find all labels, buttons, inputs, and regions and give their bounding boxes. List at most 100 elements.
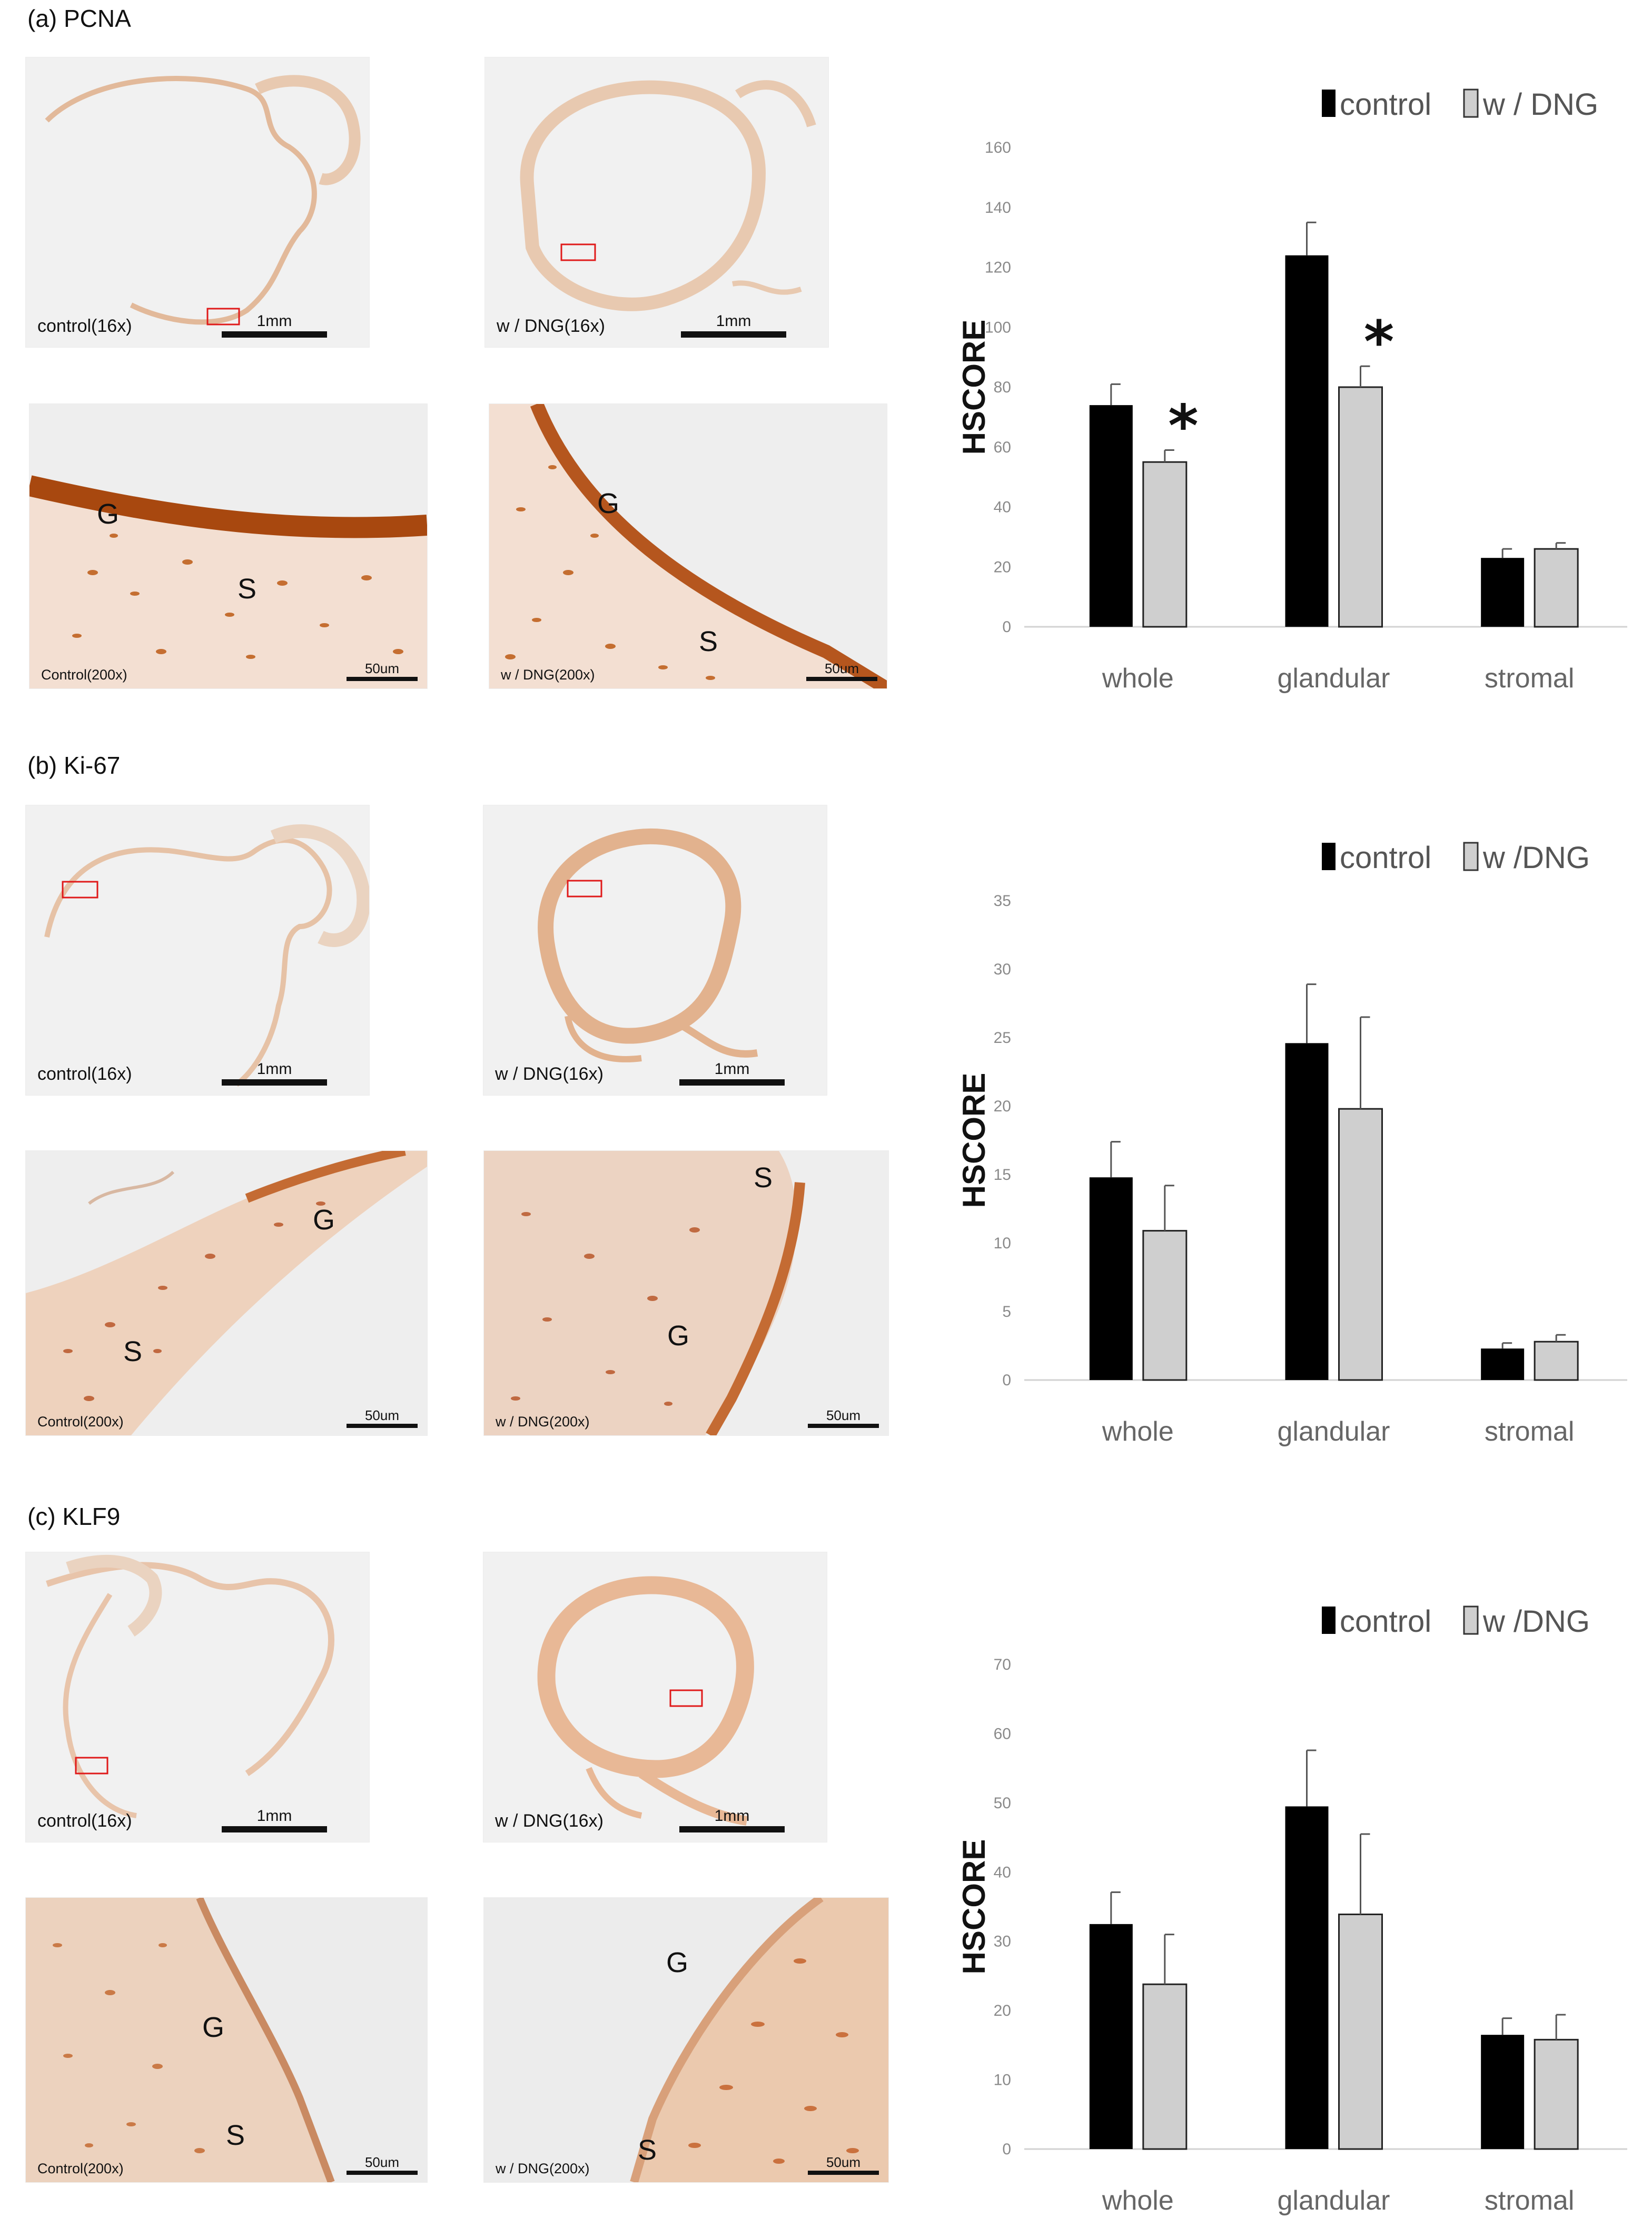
zoom-region-box [567,880,602,898]
y-tick-label: 20 [994,2002,1011,2019]
scale-bar [806,677,877,681]
glandular-marker: G [313,1204,335,1236]
image-caption: w / DNG(200x) [501,667,595,683]
micrograph-dng-low: w / DNG(16x) 1mm [483,805,827,1096]
legend-swatch-control [1322,1607,1336,1634]
image-caption: control(16x) [37,1064,132,1084]
legend-swatch-control [1322,90,1336,117]
zoom-region-box [669,1689,703,1707]
y-tick-label: 60 [994,439,1011,456]
image-caption: w / DNG(16x) [497,316,605,336]
x-category-label: stromal [1485,2185,1574,2216]
scale-label: 50um [824,661,859,676]
micrograph-dng-high: G S w / DNG(200x) 50um [489,403,887,689]
y-tick-label: 5 [1002,1303,1011,1321]
scale-bar [808,2171,879,2175]
bar-dng-stromal [1534,548,1579,628]
x-category-label: glandular [1278,663,1390,694]
y-tick-label: 10 [994,1235,1011,1252]
image-caption: w / DNG(16x) [495,1064,604,1084]
y-tick-label: 20 [994,558,1011,576]
scale-label: 1mm [714,1060,750,1078]
y-tick-label: 60 [994,1725,1011,1742]
bar-control-stromal [1481,1348,1525,1380]
chart-canvas: control w / DNG HSCORE 0 20 40 60 80 100 120 140 16… [956,87,1627,694]
scale-bar [347,1424,418,1428]
bar-control-whole [1089,1177,1133,1380]
scale-bar [679,1079,785,1086]
x-category-label: stromal [1485,663,1574,694]
micrograph-dng-low: w / DNG(16x) 1mm [483,1552,827,1842]
hscore-chart-klf9: control w /DNG HSCORE 0 10 20 30 40 50 60 70 whole g… [943,1585,1638,2223]
legend-swatch-control [1322,843,1336,870]
y-tick-label: 20 [994,1098,1011,1115]
image-caption: w / DNG(16x) [495,1811,604,1831]
y-tick-label: 120 [985,259,1011,277]
legend-swatch-dng [1463,1605,1479,1635]
chart-canvas: control w /DNG HSCORE 0 5 10 15 20 25 30 35 whole gl… [956,841,1627,1447]
micrograph-dng-low: w / DNG(16x) 1mm [484,57,829,348]
y-tick-label: 0 [1002,618,1011,636]
y-tick-label: 30 [994,1933,1011,1950]
x-category-label: glandular [1278,1416,1390,1447]
legend-label-dng: w /DNG [1482,841,1590,875]
legend-swatch-dng [1463,842,1479,871]
stromal-marker: S [238,573,257,605]
bar-control-whole [1089,405,1133,627]
tissue-section [45,75,361,326]
x-category-label: stromal [1485,1416,1574,1447]
y-tick-label: 80 [994,379,1011,396]
significance-marker: * [1364,308,1394,376]
bar-control-glandular [1285,255,1329,627]
stromal-marker: S [123,1336,143,1367]
zoom-region-box [75,1757,108,1775]
scale-label: 50um [364,1407,400,1423]
x-category-label: glandular [1278,2185,1390,2216]
scale-bar [347,2171,418,2175]
scale-label: 50um [826,1407,861,1423]
y-tick-label: 40 [994,499,1011,516]
panel-label-c: (c) KLF9 [27,1503,121,1530]
image-caption: w / DNG(200x) [496,1414,590,1430]
y-tick-label: 40 [994,1864,1011,1881]
bar-control-stromal [1481,2035,1525,2149]
scale-label: 50um [364,2154,400,2170]
scale-label: 1mm [714,1807,750,1825]
x-category-label: whole [1102,2185,1174,2216]
scale-bar [679,1826,785,1832]
tissue-section [26,1151,427,1435]
y-axis-label: HSCORE [956,1839,992,1975]
y-axis-label: HSCORE [956,320,992,455]
legend: control w / DNG [1322,87,1598,122]
scale-bar [808,1424,879,1428]
micrograph-dng-high: G S w / DNG(200x) 50um [483,1897,889,2183]
y-tick-label: 160 [985,139,1011,156]
y-tick-label: 15 [994,1166,1011,1184]
bar-control-glandular [1285,1043,1329,1380]
scale-label: 1mm [256,312,292,330]
bar-control-whole [1089,1924,1133,2149]
x-category-label: whole [1102,663,1174,694]
bar-control-stromal [1481,558,1525,627]
scale-label: 1mm [716,312,751,330]
tissue-section [489,404,887,688]
image-caption: control(16x) [37,316,132,336]
tissue-section [26,1898,335,2182]
stromal-marker: S [638,2134,657,2166]
panel-label-b: (b) Ki-67 [27,752,121,779]
tissue-section [29,475,427,688]
image-caption: Control(200x) [41,667,127,683]
micrograph-control-low: control(16x) 1mm [25,805,370,1096]
chart-canvas: control w /DNG HSCORE 0 10 20 30 40 50 60 70 whole g… [956,1604,1627,2216]
y-tick-label: 0 [1002,2141,1011,2158]
legend-label-dng: w / DNG [1482,87,1598,122]
y-tick-label: 30 [994,961,1011,978]
bar-control-glandular [1285,1806,1329,2149]
y-tick-label: 25 [994,1029,1011,1047]
glandular-marker: G [202,2012,225,2043]
scale-label: 50um [364,661,400,676]
bar-dng-glandular [1338,386,1383,628]
y-tick-label: 100 [985,319,1011,336]
bar-dng-whole [1142,461,1188,628]
legend-label-dng: w /DNG [1482,1604,1590,1639]
